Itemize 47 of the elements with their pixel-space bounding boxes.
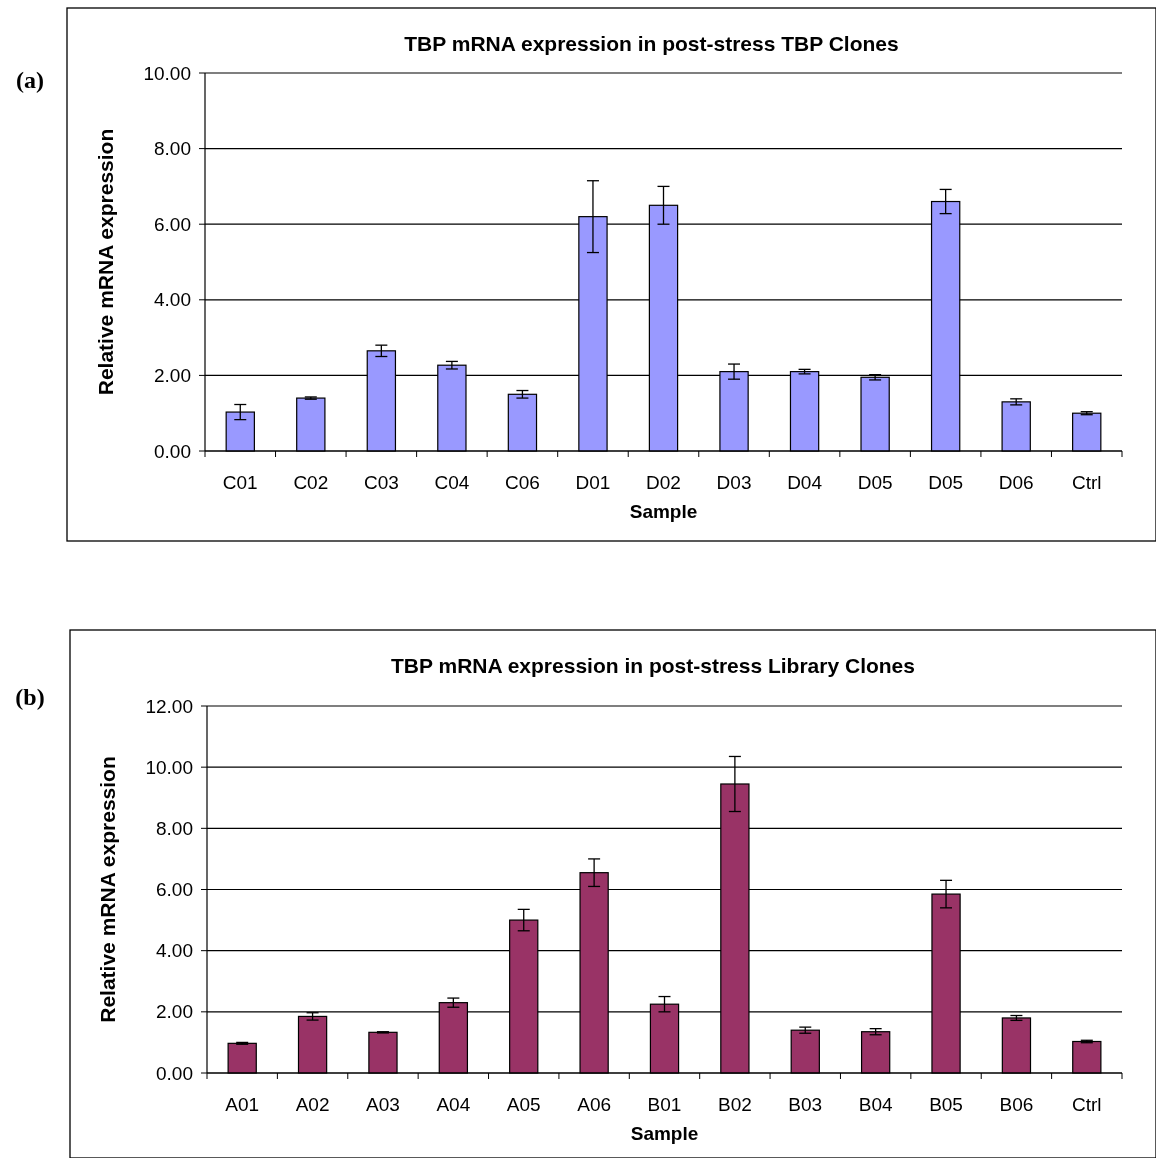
y-tick-label: 4.00	[154, 289, 191, 311]
y-tick-label: 6.00	[154, 213, 191, 235]
y-axis-title: Relative mRNA expression	[96, 756, 119, 1023]
x-tick-label: C04	[434, 472, 470, 493]
x-tick-label: A02	[295, 1094, 330, 1115]
chart-title: TBP mRNA expression in post-stress Library Clones	[391, 654, 915, 677]
y-tick-label: 12.00	[145, 695, 193, 717]
y-tick-label: 8.00	[156, 817, 193, 839]
x-tick-label: B04	[858, 1094, 893, 1115]
y-tick-label: 2.00	[156, 1001, 193, 1023]
x-tick-label: Ctrl	[1072, 1094, 1102, 1115]
x-tick-label: D04	[787, 472, 823, 493]
x-tick-label: D03	[716, 472, 752, 493]
text: (a)	[16, 67, 44, 93]
x-tick-label: B01	[647, 1094, 682, 1115]
x-tick-label: B06	[999, 1094, 1034, 1115]
y-tick-label: 0.00	[154, 440, 191, 462]
y-axis-title: Relative mRNA expression	[94, 128, 117, 396]
y-tick-label: 10.00	[145, 756, 193, 778]
x-tick-label: C01	[222, 472, 258, 493]
y-tick-label: 2.00	[154, 365, 191, 387]
x-tick-label: D05	[928, 472, 964, 493]
x-axis-title: Sample	[629, 501, 698, 522]
x-tick-label: C02	[293, 472, 329, 493]
x-tick-label: A04	[436, 1094, 471, 1115]
x-tick-label: A06	[577, 1094, 612, 1115]
y-tick-label: 10.00	[143, 62, 191, 84]
x-tick-label: D05	[857, 472, 893, 493]
x-tick-label: A05	[506, 1094, 541, 1115]
x-tick-label: B02	[717, 1094, 752, 1115]
text: (b)	[15, 684, 45, 710]
x-tick-label: C06	[504, 472, 540, 493]
x-tick-label: B05	[929, 1094, 963, 1115]
x-tick-label: D02	[646, 472, 681, 493]
x-axis-title: Sample	[630, 1123, 699, 1144]
y-tick-label: 8.00	[154, 138, 191, 160]
y-tick-label: 6.00	[156, 879, 193, 901]
x-tick-label: C03	[363, 472, 399, 493]
y-tick-label: 0.00	[156, 1062, 193, 1084]
x-tick-label: Ctrl	[1071, 472, 1102, 493]
x-tick-label: D06	[998, 472, 1034, 493]
x-tick-label: A03	[366, 1094, 400, 1115]
y-tick-label: 4.00	[156, 940, 193, 962]
x-tick-label: B03	[788, 1094, 823, 1115]
x-tick-label: A01	[225, 1094, 260, 1115]
x-tick-label: D01	[575, 472, 611, 493]
chart-title: TBP mRNA expression in post-stress TBP Clones	[404, 32, 899, 55]
